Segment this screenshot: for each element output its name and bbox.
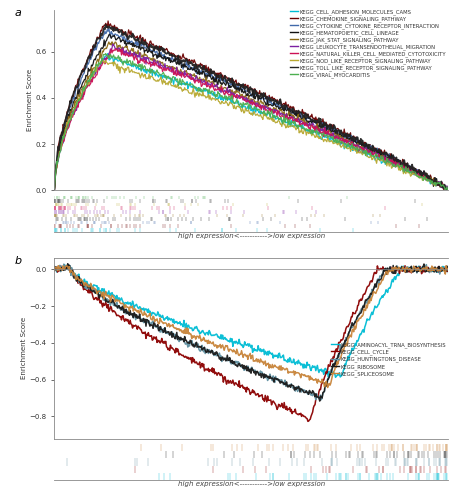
Legend: KEGG_CELL_ADHESION_MOLECULES_CAMS, KEGG_CHEMOKINE_SIGNALING_PATHWAY, KEGG_CYTOKI: KEGG_CELL_ADHESION_MOLECULES_CAMS, KEGG_… xyxy=(290,9,446,78)
Text: a: a xyxy=(15,8,22,18)
X-axis label: high expression<----------->low expression: high expression<----------->low expressi… xyxy=(178,233,325,239)
Y-axis label: Enrichment Score: Enrichment Score xyxy=(27,69,33,131)
Y-axis label: Enrichment Score: Enrichment Score xyxy=(21,318,27,380)
X-axis label: high expression<----------->low expression: high expression<----------->low expressi… xyxy=(178,482,325,488)
Text: b: b xyxy=(15,256,22,266)
Legend: KEGG_AMINOACYL_TRNA_BIOSYNTHESIS, KEGG_CELL_CYCLE, KEGG_HUNTINGTONS_DISEASE, KEG: KEGG_AMINOACYL_TRNA_BIOSYNTHESIS, KEGG_C… xyxy=(331,342,446,377)
